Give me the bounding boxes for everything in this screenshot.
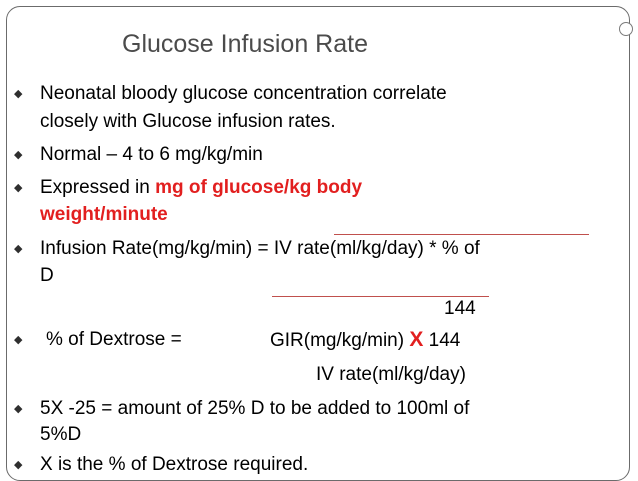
bullet-diamond-icon: ◆ <box>14 149 23 161</box>
bullet-3-highlight: mg of glucose/kg body <box>155 177 363 198</box>
slide-corner-ring-icon <box>619 22 633 36</box>
bullet-1-line-1: Neonatal bloody glucose concentration co… <box>40 83 447 104</box>
bullet-3-prefix: Expressed in <box>40 177 156 198</box>
fraction-rule-top <box>334 234 589 235</box>
bullet-diamond-icon: ◆ <box>14 182 23 194</box>
bullet-4-line-1: Infusion Rate(mg/kg/min) = IV rate(ml/kg… <box>40 238 480 259</box>
multiply-x: X <box>409 328 424 351</box>
bullet-5-numerator: GIR(mg/kg/min) X 144 <box>270 329 460 352</box>
bullet-3-line-1: Expressed in mg of glucose/kg body <box>40 177 362 199</box>
bullet-5-label: % of Dextrose = <box>46 329 182 350</box>
slide-title: Glucose Infusion Rate <box>122 30 368 58</box>
fraction-rule-middle <box>272 296 489 297</box>
constant-144: 144 <box>428 330 461 351</box>
gir-term: GIR(mg/kg/min) <box>270 330 405 351</box>
bullet-6-line-1: 5X -25 = amount of 25% D to be added to … <box>40 398 470 419</box>
bullet-6-line-2: 5%D <box>40 424 82 445</box>
bullet-4-denominator: 144 <box>444 298 476 319</box>
bullet-7-text: X is the % of Dextrose required. <box>40 454 309 475</box>
bullet-3-line-2: weight/minute <box>40 204 168 225</box>
bullet-5-denominator: IV rate(ml/kg/day) <box>316 364 466 385</box>
bullet-diamond-icon: ◆ <box>14 334 23 346</box>
bullet-diamond-icon: ◆ <box>14 403 23 415</box>
bullet-diamond-icon: ◆ <box>14 243 23 255</box>
bullet-diamond-icon: ◆ <box>14 88 23 100</box>
bullet-4-line-2: D <box>40 265 54 286</box>
bullet-diamond-icon: ◆ <box>14 459 23 471</box>
bullet-1-line-2: closely with Glucose infusion rates. <box>40 111 336 132</box>
bullet-2-text: Normal – 4 to 6 mg/kg/min <box>40 144 263 165</box>
